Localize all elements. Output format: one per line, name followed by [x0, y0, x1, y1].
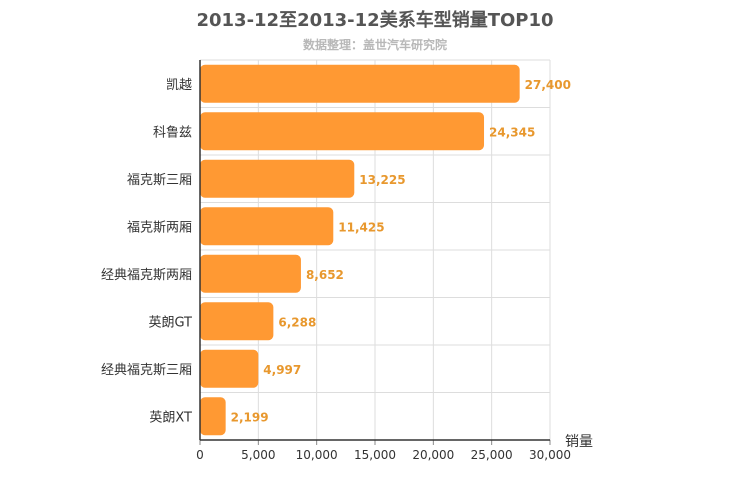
axes — [199, 60, 551, 445]
category-label: 英朗XT — [149, 410, 192, 425]
value-label: 2,199 — [231, 410, 269, 424]
category-label: 福克斯两厢 — [127, 220, 192, 235]
bar — [200, 112, 485, 151]
value-label: 6,288 — [278, 315, 316, 329]
category-label: 福克斯三厢 — [127, 173, 192, 188]
value-label: 27,400 — [525, 78, 571, 92]
bar — [200, 302, 274, 341]
chart-subtitle: 数据整理：盖世汽车研究院 — [302, 38, 447, 52]
x-tick-label: 5,000 — [241, 448, 275, 462]
value-label: 24,345 — [489, 125, 535, 139]
x-tick-label: 15,000 — [354, 448, 396, 462]
bar — [200, 64, 520, 103]
x-tick-labels: 0 5,000 10,000 15,000 20,000 25,000 30,000 — [196, 448, 571, 462]
value-labels: 27,400 24,345 13,225 11,425 8,652 6,288 4,997 2… — [231, 78, 571, 425]
category-label: 科鲁兹 — [153, 125, 192, 140]
x-tick-label: 30,000 — [529, 448, 571, 462]
bar — [200, 397, 226, 436]
chart-title: 2013-12至2013-12美系车型销量TOP10 — [196, 10, 554, 31]
value-label: 4,997 — [263, 363, 301, 377]
x-tick-label: 20,000 — [412, 448, 454, 462]
category-label: 经典福克斯三厢 — [101, 363, 192, 378]
value-label: 8,652 — [306, 268, 344, 282]
bar — [200, 207, 334, 246]
bar — [200, 159, 355, 198]
bars — [200, 64, 520, 436]
x-tick-label: 0 — [196, 448, 204, 462]
bar — [200, 349, 259, 388]
category-label: 经典福克斯两厢 — [101, 268, 192, 283]
category-label: 凯越 — [166, 78, 192, 93]
x-tick-label: 25,000 — [471, 448, 513, 462]
value-label: 13,225 — [359, 173, 405, 187]
value-label: 11,425 — [338, 220, 384, 234]
bar — [200, 254, 301, 293]
category-label: 英朗GT — [148, 315, 192, 330]
x-tick-label: 10,000 — [296, 448, 338, 462]
x-axis-label: 销量 — [565, 434, 593, 450]
